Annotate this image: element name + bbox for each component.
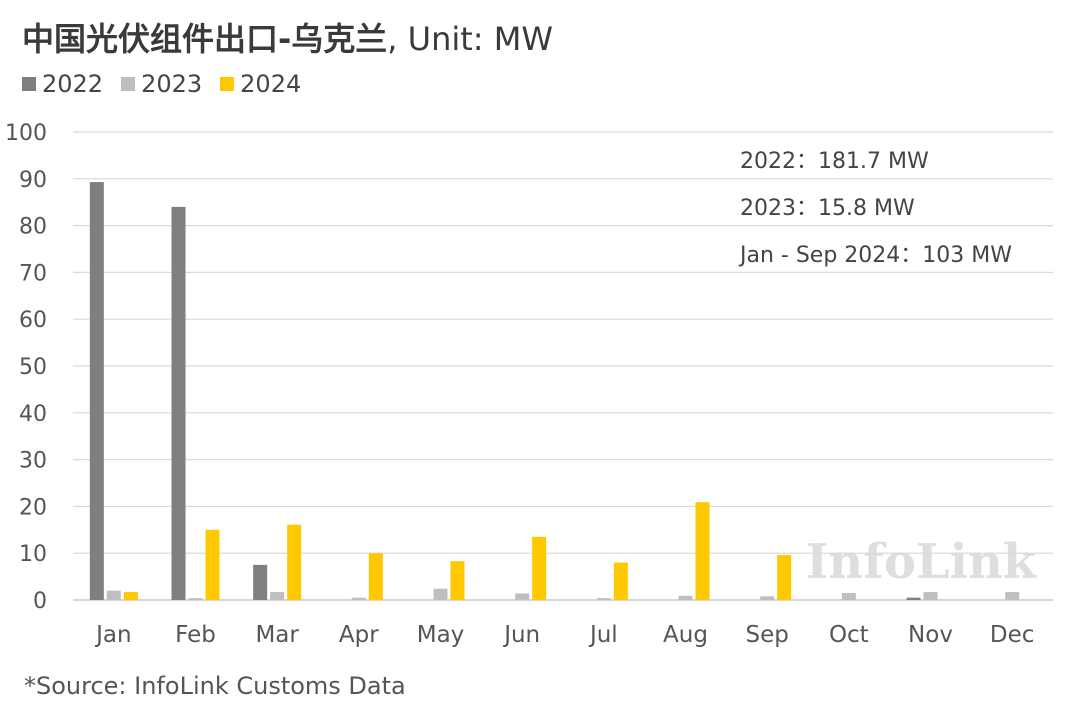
- bar-2023-oct: [841, 592, 856, 600]
- chart-title: 中国光伏组件出口-乌克兰, Unit: MW: [22, 14, 553, 60]
- bar-2022-nov: [906, 597, 921, 600]
- y-tick-label: 100: [5, 121, 47, 146]
- x-tick-label: Feb: [175, 622, 216, 648]
- annotation-text: 2022：181.7 MW: [740, 149, 929, 174]
- legend-item-2022: 2022: [22, 70, 103, 98]
- legend-label-2024: 2024: [240, 70, 302, 98]
- bar-2023-jul: [596, 598, 611, 600]
- x-tick-label: Jul: [588, 622, 618, 648]
- bar-2023-aug: [678, 595, 693, 600]
- bar-2023-may: [433, 588, 448, 600]
- bar-2022-feb: [171, 206, 186, 600]
- bar-2022-mar: [253, 564, 268, 600]
- bar-2023-jun: [515, 593, 530, 600]
- bar-2023-apr: [351, 597, 366, 600]
- y-tick-label: 40: [19, 402, 47, 427]
- annotation-text: Jan - Sep 2024：103 MW: [738, 243, 1012, 268]
- legend-item-2023: 2023: [121, 70, 202, 98]
- x-tick-label: May: [417, 622, 465, 648]
- legend-item-2024: 2024: [220, 70, 301, 98]
- x-tick-label: Jan: [94, 622, 131, 648]
- bar-2024-jun: [532, 536, 547, 600]
- y-tick-label: 30: [19, 449, 47, 474]
- legend-label-2022: 2022: [42, 70, 104, 98]
- y-tick-label: 80: [19, 215, 47, 240]
- bar-2023-feb: [188, 598, 203, 600]
- x-tick-label: Apr: [339, 622, 379, 648]
- y-tick-label: 50: [19, 355, 47, 380]
- y-tick-label: 60: [19, 308, 47, 333]
- legend-swatch-2023: [121, 77, 136, 91]
- x-tick-label: Dec: [990, 622, 1035, 648]
- bar-2023-dec: [1005, 592, 1020, 600]
- bar-2024-mar: [287, 524, 302, 600]
- bar-2023-sep: [760, 596, 775, 600]
- x-tick-label: Nov: [908, 622, 953, 648]
- bar-2024-jul: [613, 562, 628, 600]
- bar-2024-jan: [123, 592, 138, 600]
- watermark-logo: InfoLink: [806, 534, 1038, 590]
- bar-2024-may: [450, 561, 465, 600]
- x-tick-label: Jun: [502, 622, 540, 648]
- legend-label-2023: 2023: [141, 70, 203, 98]
- y-tick-label: 20: [19, 495, 47, 520]
- bar-2024-feb: [205, 529, 220, 600]
- y-tick-label: 70: [19, 261, 47, 286]
- chart-title-main: 中国光伏组件出口-乌克兰: [22, 20, 388, 58]
- chart-title-unit: , Unit: MW: [387, 20, 553, 58]
- x-tick-label: Mar: [255, 622, 299, 648]
- bar-2023-jan: [106, 590, 121, 600]
- bar-2024-apr: [368, 553, 383, 600]
- legend-swatch-2024: [220, 77, 235, 91]
- y-tick-label: 10: [19, 542, 47, 567]
- bar-2023-nov: [923, 592, 938, 600]
- bar-2024-aug: [695, 502, 710, 600]
- y-tick-label: 0: [33, 589, 47, 614]
- x-tick-label: Oct: [829, 622, 869, 648]
- bar-2022-jan: [89, 182, 104, 601]
- y-tick-label: 90: [19, 168, 47, 193]
- bar-2023-mar: [270, 592, 285, 600]
- annotation-text: 2023：15.8 MW: [740, 196, 915, 221]
- x-tick-label: Sep: [745, 622, 788, 648]
- source-note: *Source: InfoLink Customs Data: [24, 672, 406, 700]
- legend: 2022 2023 2024: [22, 70, 301, 98]
- x-tick-label: Aug: [663, 622, 708, 648]
- legend-swatch-2022: [22, 77, 36, 91]
- bar-2024-sep: [777, 555, 792, 600]
